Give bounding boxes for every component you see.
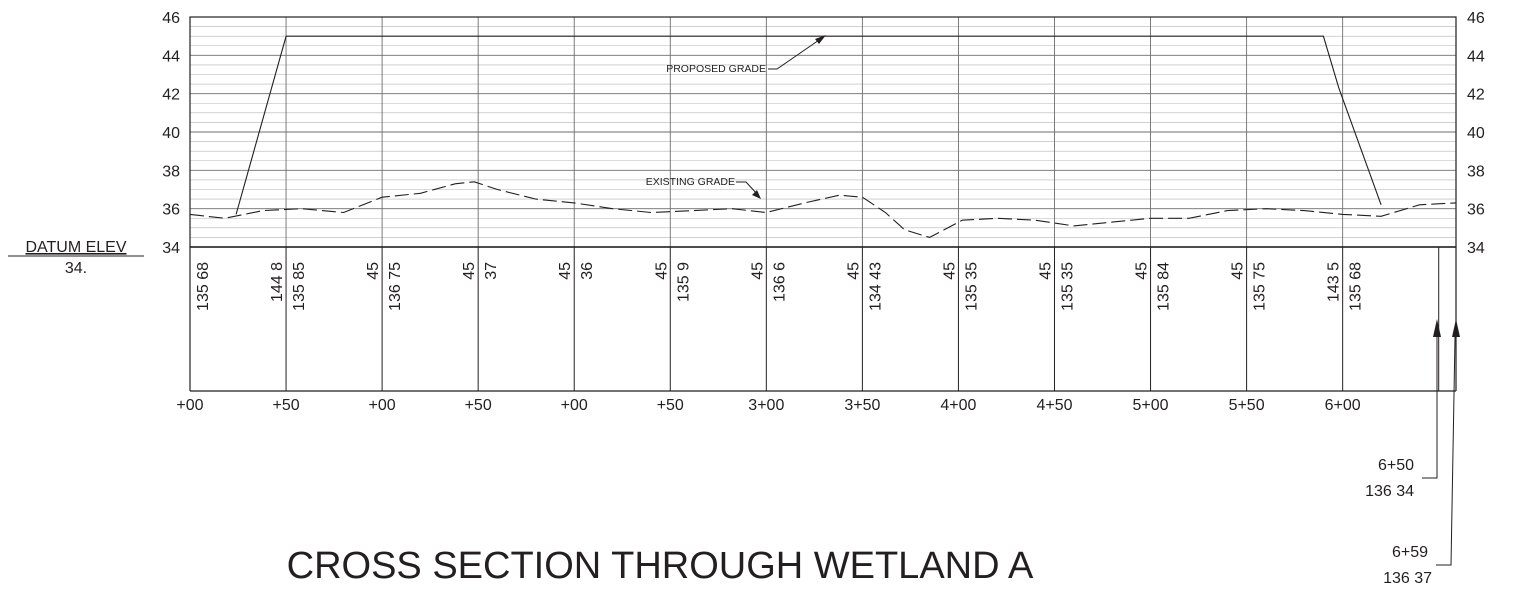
station-label: 5+00: [1133, 397, 1169, 414]
y-tick-label-left: 40: [162, 125, 180, 142]
station-label: +00: [369, 397, 396, 414]
column-value: 134 43: [867, 262, 884, 311]
station-label: 4+50: [1036, 397, 1072, 414]
proposed-grade-label: PROPOSED GRADE: [666, 63, 766, 75]
proposed-grade-line: [235, 35, 1382, 215]
y-tick-label-right: 36: [1467, 202, 1485, 219]
column-value: 45: [1230, 262, 1247, 280]
column-value: 45: [557, 262, 574, 280]
y-tick-label-right: 40: [1467, 125, 1485, 142]
column-value: 135 68: [1348, 262, 1365, 311]
station-label: +50: [657, 397, 684, 414]
station-label: 6+00: [1325, 397, 1361, 414]
datum-value: 34.: [65, 260, 87, 277]
column-value: 135 84: [1156, 262, 1173, 311]
end-callout-arrowheads: [1433, 319, 1460, 337]
y-tick-label-left: 46: [162, 10, 180, 27]
column-value: 136 75: [387, 262, 404, 311]
column-value: 45: [845, 262, 862, 280]
station-label: +50: [465, 397, 492, 414]
y-tick-label-right: 34: [1467, 240, 1485, 257]
station-label: +50: [272, 397, 299, 414]
column-value: 37: [483, 262, 500, 280]
existing-grade-label: EXISTING GRADE: [646, 176, 735, 188]
frame: [189, 16, 1457, 392]
y-tick-label-left: 36: [162, 202, 180, 219]
station-label: 5+50: [1229, 397, 1265, 414]
grid: [189, 17, 1456, 247]
end-station-6-50: 6+50: [1378, 457, 1414, 474]
column-value: 135 75: [1252, 262, 1269, 311]
column-value: 136 6: [771, 262, 788, 302]
column-value: 135 85: [291, 262, 308, 311]
elevation-columns: 135 68 144 8 135 85 45 136 75 45 37 45 36 45 135 9…: [195, 262, 1365, 311]
drawing-title: CROSS SECTION THROUGH WETLAND A: [287, 545, 1034, 587]
column-value: 144 8: [269, 262, 286, 302]
annotation-leaders: [736, 37, 823, 196]
column-value: 135 68: [195, 262, 212, 311]
column-value: 45: [941, 262, 958, 280]
y-tick-label-right: 46: [1467, 10, 1485, 27]
column-value: 45: [365, 262, 382, 280]
y-tick-label-right: 38: [1467, 163, 1485, 180]
annotation-arrowheads: [752, 35, 826, 199]
existing-grade-line: [189, 181, 1457, 238]
y-axis-labels: 34 34 36 36 38 38 40 40 42 42 44 44 46 46: [162, 10, 1485, 257]
station-label: +00: [176, 397, 203, 414]
column-value: 45: [1037, 262, 1054, 280]
column-value: 36: [579, 262, 596, 280]
column-value: 45: [653, 262, 670, 280]
column-value: 45: [461, 262, 478, 280]
station-label: +00: [561, 397, 588, 414]
column-value: 135 9: [675, 262, 692, 302]
column-value: 45: [1134, 262, 1151, 280]
column-value: 143 5: [1326, 262, 1343, 302]
end-elev-6-50: 136 34: [1365, 483, 1414, 500]
end-callout-leaders: [1422, 336, 1456, 566]
y-tick-label-left: 42: [162, 87, 180, 104]
y-tick-label-right: 42: [1467, 87, 1485, 104]
station-label: 3+50: [844, 397, 880, 414]
column-value: 45: [749, 262, 766, 280]
column-value: 135 35: [963, 262, 980, 311]
y-tick-label-left: 34: [162, 240, 180, 257]
station-label: 4+00: [940, 397, 976, 414]
end-station-6-59: 6+59: [1392, 544, 1428, 561]
column-value: 135 35: [1059, 262, 1076, 311]
station-label: 3+00: [748, 397, 784, 414]
grade-lines: [189, 35, 1457, 238]
end-elev-6-59: 136 37: [1383, 570, 1432, 587]
datum-label: DATUM ELEV: [25, 239, 126, 256]
y-tick-label-left: 38: [162, 163, 180, 180]
y-tick-label-right: 44: [1467, 48, 1485, 65]
y-tick-label-left: 44: [162, 48, 180, 65]
station-labels: +00 +50 +00 +50 +00 +50 3+00 3+50 4+00 4+50 5+00 5+…: [176, 397, 1360, 414]
